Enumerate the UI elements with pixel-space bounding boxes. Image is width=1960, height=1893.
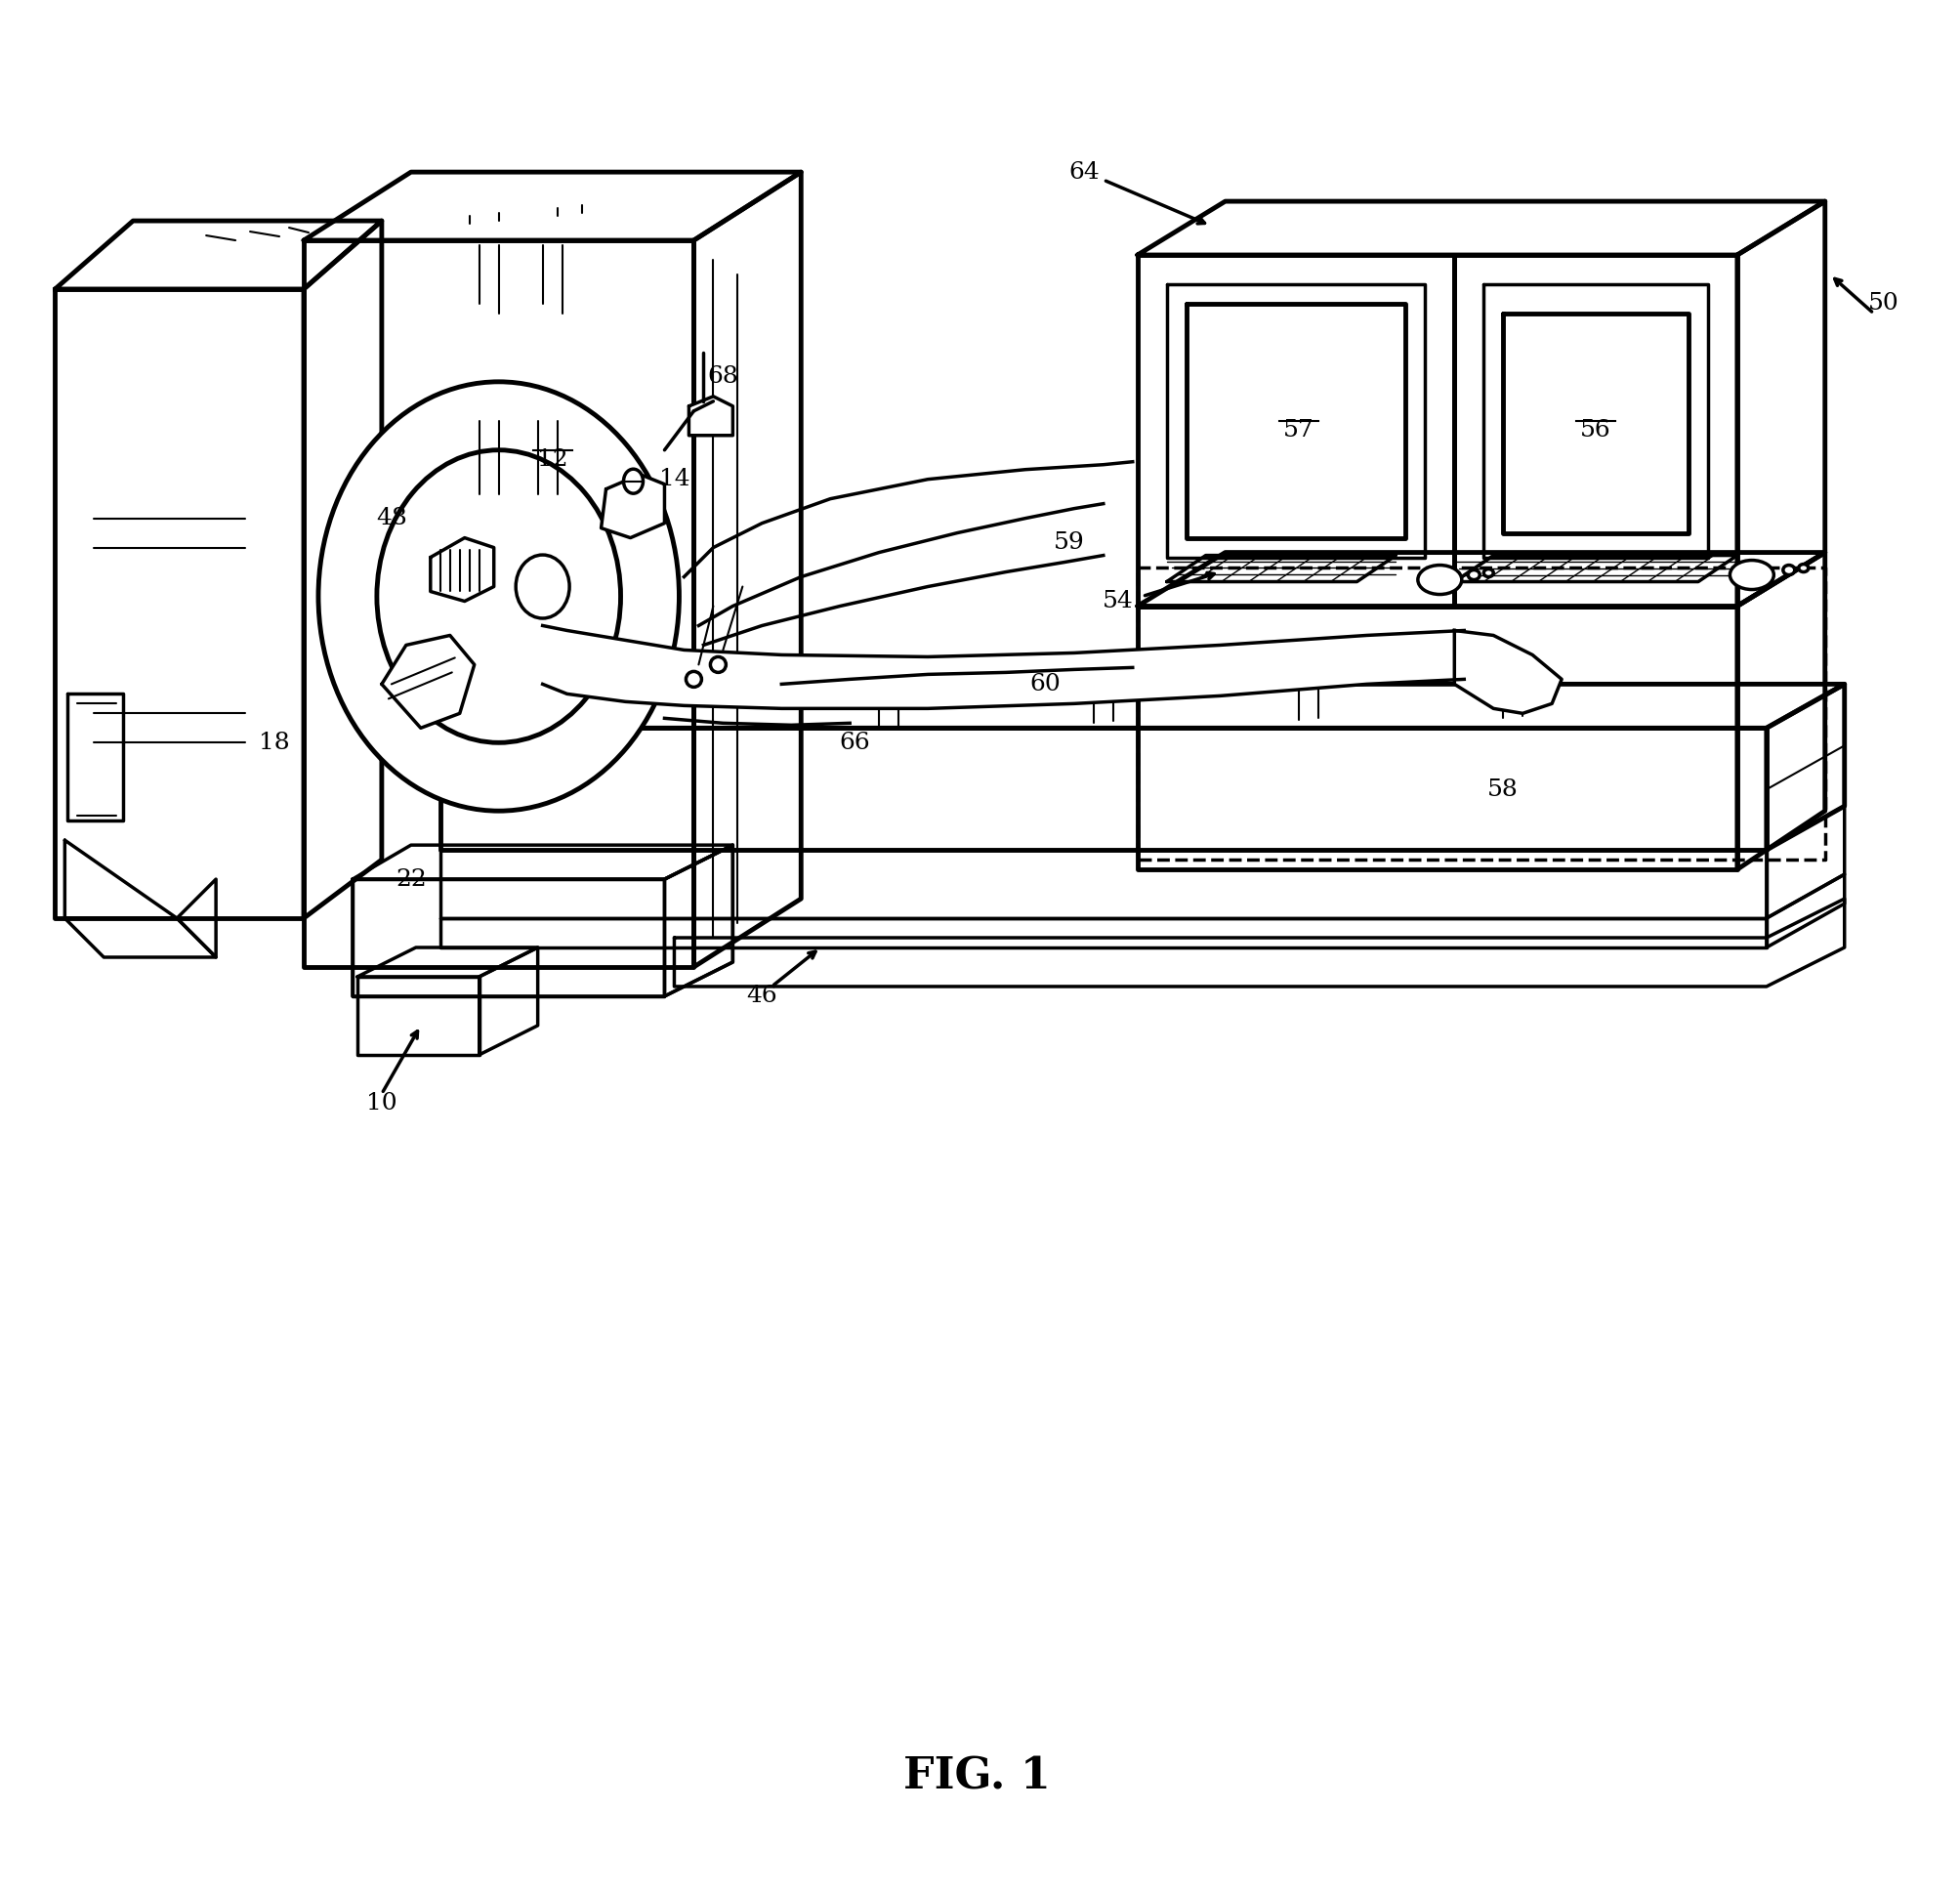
Polygon shape bbox=[1454, 256, 1737, 606]
Ellipse shape bbox=[376, 451, 621, 742]
Ellipse shape bbox=[1484, 570, 1494, 577]
Polygon shape bbox=[664, 844, 733, 996]
Polygon shape bbox=[1137, 606, 1737, 869]
Text: 14: 14 bbox=[659, 468, 690, 490]
Polygon shape bbox=[688, 396, 733, 435]
Text: 10: 10 bbox=[367, 1092, 398, 1115]
Polygon shape bbox=[1766, 806, 1844, 918]
Polygon shape bbox=[69, 695, 123, 822]
Polygon shape bbox=[353, 844, 733, 878]
Ellipse shape bbox=[1731, 560, 1774, 589]
Polygon shape bbox=[1166, 555, 1396, 581]
Polygon shape bbox=[441, 683, 1844, 729]
Ellipse shape bbox=[623, 469, 643, 494]
Ellipse shape bbox=[686, 672, 702, 687]
Ellipse shape bbox=[1468, 570, 1480, 579]
Polygon shape bbox=[353, 878, 664, 996]
Text: 64: 64 bbox=[1068, 161, 1100, 184]
Polygon shape bbox=[353, 844, 733, 996]
Text: 46: 46 bbox=[747, 984, 778, 1007]
Polygon shape bbox=[441, 850, 1766, 918]
Polygon shape bbox=[1503, 314, 1688, 534]
Polygon shape bbox=[1166, 284, 1425, 557]
Polygon shape bbox=[1737, 201, 1825, 606]
Polygon shape bbox=[674, 899, 1844, 986]
Polygon shape bbox=[602, 475, 664, 538]
Text: 50: 50 bbox=[1868, 293, 1899, 314]
Text: 68: 68 bbox=[708, 365, 739, 388]
Ellipse shape bbox=[1417, 566, 1462, 594]
Text: 12: 12 bbox=[537, 449, 568, 471]
Text: 18: 18 bbox=[259, 731, 290, 753]
Polygon shape bbox=[1766, 875, 1844, 948]
Text: 22: 22 bbox=[396, 869, 427, 890]
Polygon shape bbox=[382, 636, 474, 729]
Polygon shape bbox=[1137, 256, 1454, 606]
Polygon shape bbox=[176, 878, 216, 958]
Polygon shape bbox=[441, 918, 1766, 948]
Polygon shape bbox=[1137, 201, 1825, 256]
Polygon shape bbox=[1137, 553, 1825, 606]
Polygon shape bbox=[55, 221, 382, 290]
Polygon shape bbox=[1737, 553, 1825, 869]
Polygon shape bbox=[304, 172, 802, 240]
Polygon shape bbox=[65, 918, 216, 958]
Polygon shape bbox=[431, 538, 494, 602]
Text: 58: 58 bbox=[1488, 778, 1519, 801]
Ellipse shape bbox=[1799, 564, 1809, 572]
Polygon shape bbox=[694, 172, 802, 967]
Polygon shape bbox=[65, 840, 176, 918]
Polygon shape bbox=[1454, 630, 1562, 714]
Ellipse shape bbox=[515, 555, 570, 619]
Text: 60: 60 bbox=[1029, 672, 1060, 695]
Text: FIG. 1: FIG. 1 bbox=[904, 1755, 1051, 1798]
Polygon shape bbox=[480, 948, 537, 1054]
Polygon shape bbox=[304, 221, 382, 918]
Polygon shape bbox=[357, 977, 480, 1054]
Polygon shape bbox=[304, 240, 694, 967]
Polygon shape bbox=[1454, 555, 1737, 581]
Text: 59: 59 bbox=[1054, 532, 1084, 555]
Text: 66: 66 bbox=[839, 731, 870, 753]
Text: 54: 54 bbox=[1102, 591, 1133, 613]
Polygon shape bbox=[1186, 303, 1405, 538]
Ellipse shape bbox=[318, 382, 680, 810]
Text: 57: 57 bbox=[1284, 418, 1313, 441]
Text: 48: 48 bbox=[376, 507, 408, 530]
Polygon shape bbox=[543, 625, 1464, 708]
Polygon shape bbox=[55, 290, 304, 918]
Ellipse shape bbox=[710, 657, 725, 672]
Ellipse shape bbox=[1784, 566, 1795, 575]
Polygon shape bbox=[1766, 683, 1844, 850]
Polygon shape bbox=[441, 729, 1766, 850]
Text: 56: 56 bbox=[1580, 418, 1611, 441]
Polygon shape bbox=[1484, 284, 1707, 557]
Polygon shape bbox=[357, 948, 537, 977]
